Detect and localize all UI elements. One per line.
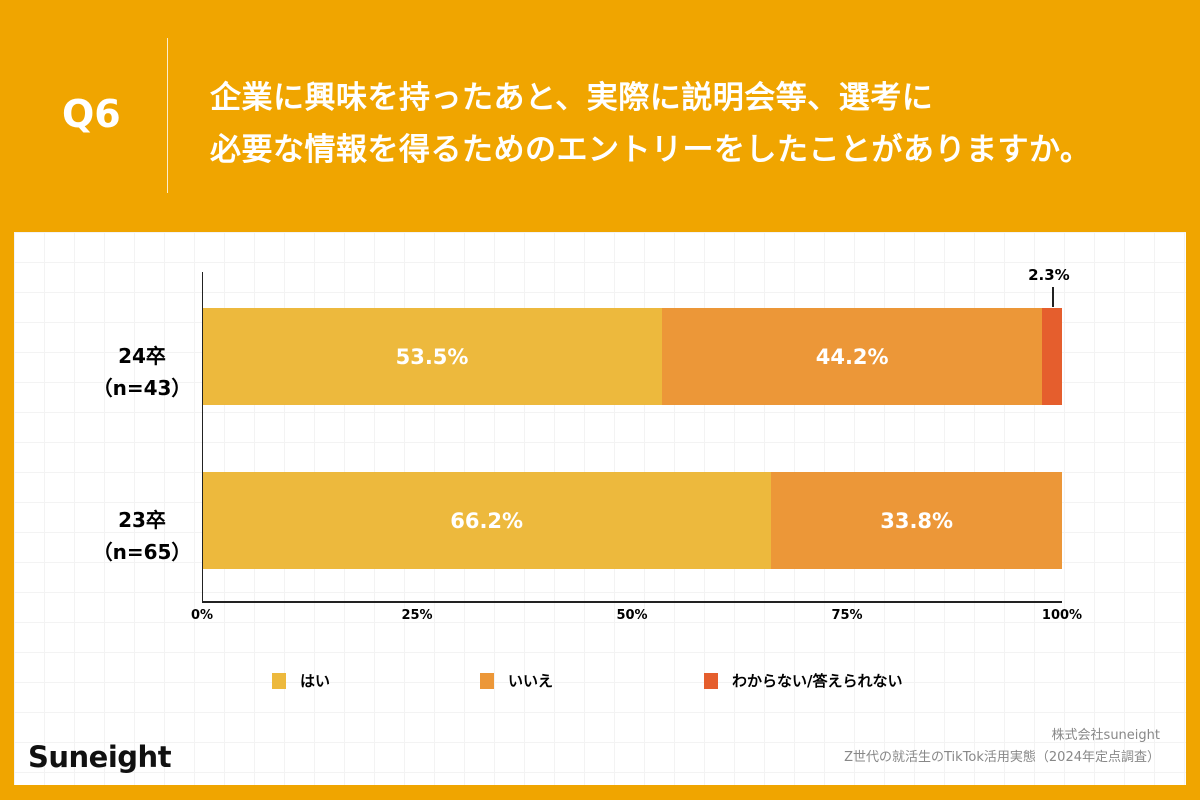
x-axis	[202, 601, 1062, 603]
x-tick: 100%	[1041, 608, 1083, 623]
suneight-logo: Suneight	[28, 740, 172, 774]
legend-item-unknown: わからない/答えられない	[704, 670, 902, 691]
data-label: 44.2%	[815, 344, 889, 369]
category-name: 24卒	[118, 344, 166, 368]
category-label-23: 23卒 （n=65）	[92, 504, 192, 568]
legend-label: はい	[300, 672, 331, 690]
bar-segment: 66.2%	[202, 472, 772, 569]
legend-label: わからない/答えられない	[732, 672, 903, 690]
bar-segment: 53.5%	[202, 308, 663, 405]
bar-segment	[1042, 308, 1062, 405]
callout-leader	[1052, 287, 1054, 307]
divider	[167, 38, 168, 193]
legend-swatch	[704, 672, 718, 689]
legend-label: いいえ	[508, 672, 554, 690]
x-tick: 75%	[831, 608, 863, 623]
data-label: 33.8%	[880, 508, 954, 533]
category-label-24: 24卒 （n=43）	[92, 340, 192, 404]
data-label: 2.3%	[1028, 266, 1070, 284]
legend-item-yes: はい	[272, 670, 330, 691]
data-label: 66.2%	[450, 508, 524, 533]
survey-source: Z世代の就活生のTikTok活用実態（2024年定点調査）	[844, 750, 1160, 765]
x-tick: 25%	[401, 608, 433, 623]
company-credit: 株式会社suneight	[1051, 728, 1160, 743]
question-number: Q6	[62, 92, 121, 136]
title-line-1: 企業に興味を持ったあと、実際に説明会等、選考に	[210, 80, 934, 116]
question-title: 企業に興味を持ったあと、実際に説明会等、選考に 必要な情報を得るためのエントリー…	[210, 72, 1091, 176]
category-n: （n=43）	[92, 376, 192, 400]
bar-segment: 33.8%	[771, 472, 1062, 569]
x-tick: 50%	[616, 608, 648, 623]
legend-swatch	[272, 672, 286, 689]
category-name: 23卒	[118, 508, 166, 532]
data-label: 53.5%	[395, 344, 469, 369]
title-line-2: 必要な情報を得るためのエントリーをしたことがありますか。	[210, 132, 1092, 168]
bar-segment: 44.2%	[662, 308, 1043, 405]
legend-swatch	[480, 672, 494, 689]
category-n: （n=65）	[92, 540, 192, 564]
x-tick: 0%	[190, 608, 214, 623]
y-axis	[202, 272, 203, 602]
legend-item-no: いいえ	[480, 670, 553, 691]
